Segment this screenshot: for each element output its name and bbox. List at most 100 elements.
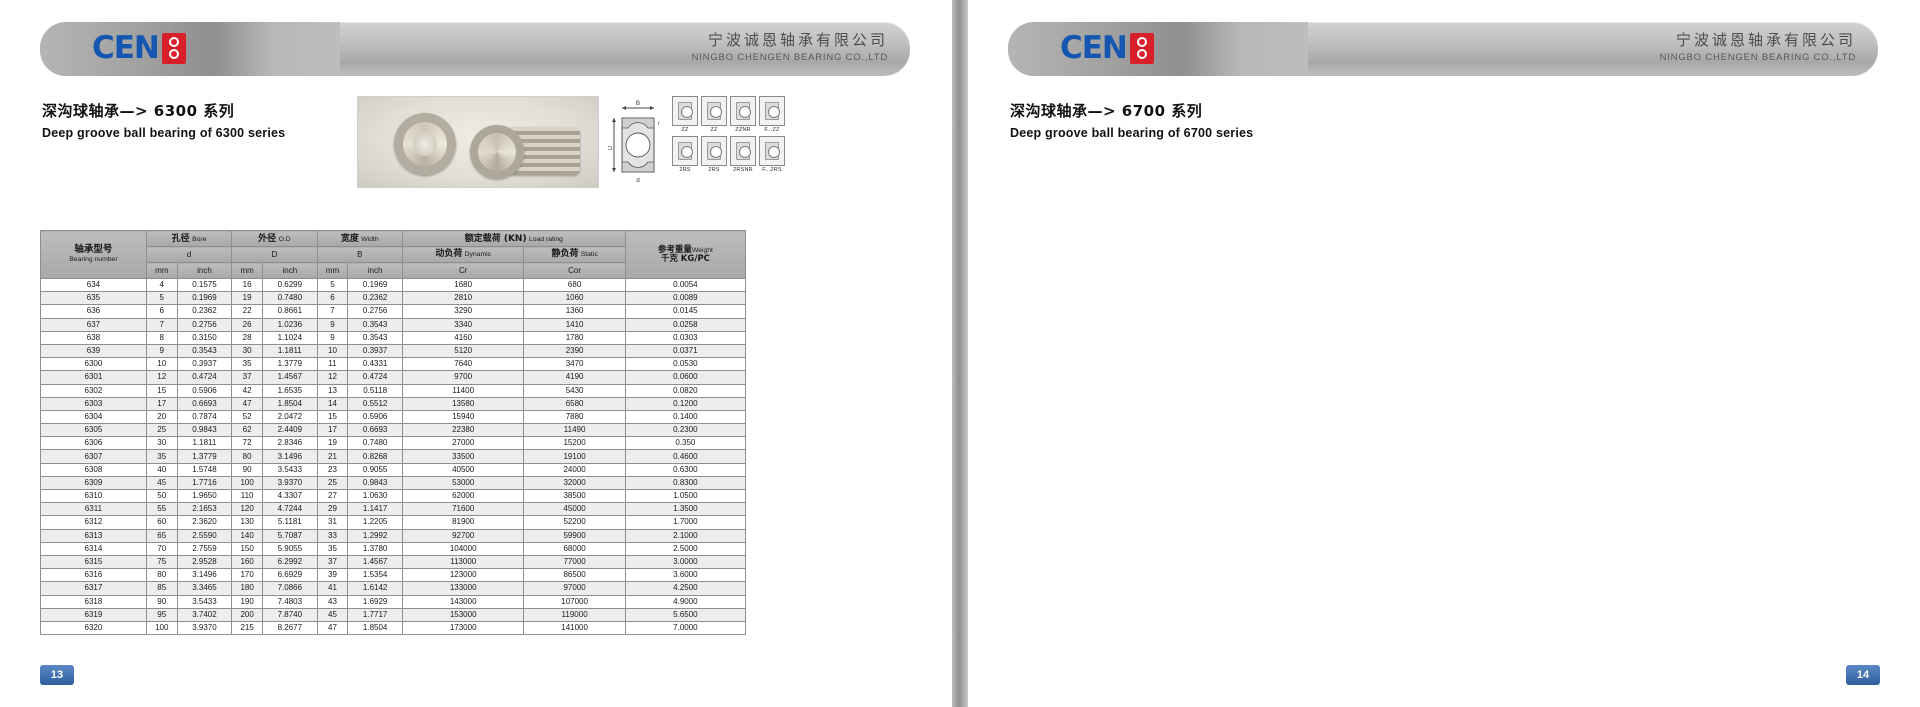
table-row: 6300 10 0.3937 35 1.3779 11 0.4331 7640 3470 0.05… [40,357,747,372]
seal-variant-label: 2RS [679,167,691,173]
table-row: 6319 95 3.7402 200 7.8740 45 1.7717 153000 11900… [40,607,747,622]
cell-value: 45 [316,607,349,622]
cell-value: 2810 [401,291,525,306]
cell-value: 6.2992 [262,554,318,570]
seal-variant-label: 2RS [708,167,720,173]
cell-value: 100 [145,620,178,636]
cell-bearing-number: 6318 [40,594,147,609]
col-load-rating: 额定载荷 (KN) Load rating [401,230,626,247]
col-width-symbol: B [316,246,403,263]
table-row: 6313 65 2.5590 140 5.7087 33 1.2992 92700 59900 2… [40,528,747,543]
cell-value: 55 [145,502,178,517]
seal-variant-label: ZZ [710,127,718,133]
table-row: 635 5 0.1969 19 0.7480 6 0.2362 2810 1060 0.0089 [40,291,747,306]
cell-value: 2.5590 [176,528,233,543]
section-title-left: 深沟球轴承—> 6300 系列 Deep groove ball bearing… [42,100,285,140]
cell-value: 9 [316,317,349,332]
table-row: 6308 40 1.5748 90 3.5433 23 0.9055 40500 24000 0.… [40,462,747,477]
cell-value: 133000 [401,581,525,596]
cell-value: 1.3500 [624,502,747,517]
cell-value: 0.3543 [347,317,403,332]
cell-value: 1.1811 [262,343,318,359]
cell-value: 7.8740 [262,607,318,622]
cell-value: 0.7874 [176,409,233,425]
cell-value: 0.9843 [347,475,403,491]
cell-bearing-number: 6309 [40,475,147,491]
cell-value: 1.1417 [347,502,403,517]
cell-value: 65 [145,528,178,543]
cell-value: 0.0054 [624,277,747,293]
section-title-en: Deep groove ball bearing of 6700 series [1010,126,1254,140]
page-gutter [952,0,968,707]
cell-value: 0.8300 [624,475,747,491]
bearing-ring-image [470,125,524,179]
cell-value: 90 [145,594,178,609]
cell-value: 77000 [523,554,626,570]
table-row: 6316 80 3.1496 170 6.6929 39 1.5354 123000 86500… [40,568,747,583]
company-name-block: 宁波诚恩轴承有限公司 NINGBO CHENGEN BEARING CO.,LT… [692,31,888,63]
table-row: 637 7 0.2756 26 1.0236 9 0.3543 3340 1410 0.0258 [40,317,747,332]
table-row: 639 9 0.3543 30 1.1811 10 0.3937 5120 2390 0.0371 [40,343,747,359]
cell-value: 190 [231,594,264,609]
cell-value: 3.6000 [624,568,747,583]
cell-value: 3470 [523,357,626,372]
cell-value: 39 [316,568,349,583]
seal-variant-label: F...ZZ [764,127,780,133]
cell-value: 19 [231,291,264,306]
cell-value: 0.0303 [624,330,747,345]
cell-value: 1.3780 [347,541,403,556]
cell-value: 22 [231,304,264,319]
cell-value: 4.7244 [262,502,318,517]
cell-bearing-number: 6319 [40,607,147,622]
cell-value: 47 [231,396,264,411]
table-row: 6320 100 3.9370 215 8.2677 47 1.8504 173000 1410… [40,620,747,636]
cell-value: 52200 [523,515,626,530]
cell-value: 0.9843 [176,423,233,438]
cell-bearing-number: 6306 [40,436,147,451]
col-od-inch: inch [262,262,318,279]
cell-value: 35 [316,541,349,556]
cell-value: 1.6929 [347,594,403,609]
cell-value: 6580 [523,396,626,411]
col-dynamic: 动负荷 Dynamic [401,246,525,263]
cell-value: 0.0258 [624,317,747,332]
cell-value: 72 [231,436,264,451]
cell-value: 43 [316,594,349,609]
section-title-right: 深沟球轴承—> 6700 系列 Deep groove ball bearing… [1010,100,1253,140]
cell-value: 15200 [523,436,626,451]
cell-value: 0.4600 [624,449,747,464]
col-width-inch: inch [347,262,403,279]
cell-value: 95 [145,607,178,622]
cell-value: 160 [231,554,264,570]
catalog-page-left: CEN 宁波诚恩轴承有限公司 NINGBO CHENGEN BEARING CO… [0,0,952,707]
cell-value: 62000 [401,488,525,504]
cell-value: 75 [145,554,178,570]
cell-value: 7.0866 [262,581,318,596]
cell-value: 62 [231,423,264,438]
double-circle-mark-icon [1129,33,1154,64]
section-title-cn: 深沟球轴承—> 6700 系列 [1010,102,1203,120]
table-row: 6307 35 1.3779 80 3.1496 21 0.8268 33500 19100 0.… [40,449,747,464]
cell-bearing-number: 6304 [40,409,147,425]
cell-value: 24000 [523,462,626,477]
table-row: 6309 45 1.7716 100 3.9370 25 0.9843 53000 32000 0… [40,475,747,491]
seal-variant-grid: ZZ ZZ ZZNR F...ZZ 2RS 2RS 2RSNR F...2RS [672,96,785,173]
cell-value: 52 [231,409,264,425]
cell-value: 1.7716 [176,475,233,491]
cell-value: 97000 [523,581,626,596]
cell-value: 9700 [401,370,525,385]
cell-value: 173000 [401,620,525,636]
cell-value: 2.9528 [176,554,233,570]
cell-value: 5.1181 [262,515,318,530]
col-label-en: Bearing number [69,255,118,263]
cell-value: 33500 [401,449,525,464]
cell-value: 1680 [401,277,525,293]
cell-value: 119000 [523,607,626,622]
cell-value: 0.1200 [624,396,747,411]
col-od: 外径 O.D [231,230,318,247]
seal-variant: ZZNR [730,96,756,133]
cell-value: 1.7000 [624,515,747,530]
cell-value: 0.3937 [176,357,233,372]
cell-value: 50 [145,488,178,504]
company-name-en: NINGBO CHENGEN BEARING CO.,LTD [691,52,888,63]
